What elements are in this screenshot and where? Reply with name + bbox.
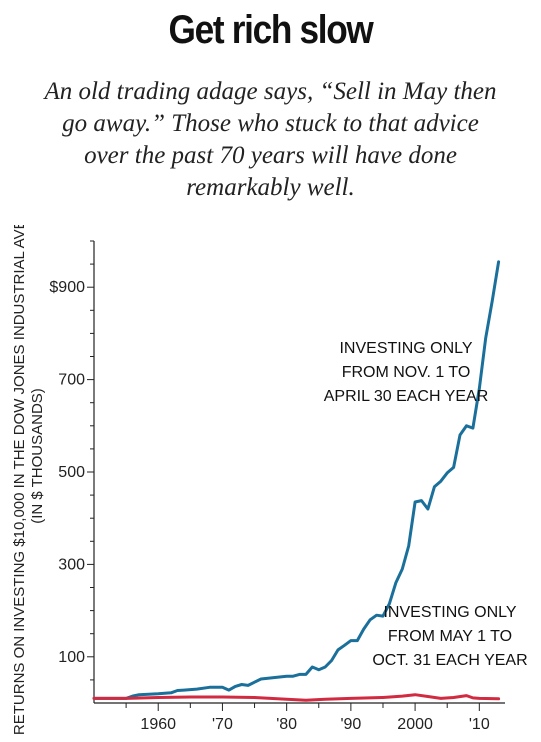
y-tick-label: $900	[49, 279, 85, 296]
x-tick-label: '10	[469, 716, 490, 733]
y-tick-label: 300	[58, 556, 85, 573]
annotation-line: FROM NOV. 1 TO	[342, 364, 471, 381]
x-tick-label: '80	[276, 716, 297, 733]
annotations: INVESTING ONLY FROM NOV. 1 TO APRIL 30 EAC…	[324, 340, 528, 669]
series-annotation-1: INVESTING ONLY FROM NOV. 1 TO APRIL 30 EAC…	[324, 340, 489, 405]
y-axis-title: RETURNS ON INVESTING $10,000 IN THE DOW …	[11, 225, 28, 735]
y-tick-label: 700	[58, 372, 85, 389]
x-tick-label: 2000	[397, 716, 433, 733]
x-tick-label: '90	[340, 716, 361, 733]
annotation-line: APRIL 30 EACH YEAR	[324, 388, 489, 405]
series-line-2	[92, 693, 501, 702]
annotation-line: INVESTING ONLY	[383, 604, 516, 621]
y-tick-label: 100	[58, 649, 85, 666]
axes: 100 300 500 700 $900 1960 '70 '80 '90 2000 '10	[49, 240, 505, 733]
series-layer	[92, 260, 501, 702]
chart-subtitle: An old trading adage says, “Sell in May …	[44, 78, 497, 201]
line-chart: RETURNS ON INVESTING $10,000 IN THE DOW …	[11, 225, 528, 735]
chart-title: Get rich slow	[168, 8, 374, 52]
annotation-line: INVESTING ONLY	[339, 340, 472, 357]
series-annotation-2: INVESTING ONLY FROM MAY 1 TO OCT. 31 EACH …	[372, 604, 527, 669]
x-tick-label: 1960	[140, 716, 176, 733]
annotation-line: OCT. 31 EACH YEAR	[372, 652, 527, 669]
y-axis-label: RETURNS ON INVESTING $10,000 IN THE DOW …	[11, 225, 46, 735]
annotation-line: FROM MAY 1 TO	[388, 628, 512, 645]
series-line-1	[92, 260, 501, 700]
y-axis-units: (IN $ THOUSANDS)	[29, 388, 46, 524]
x-tick-label: '70	[212, 716, 233, 733]
y-tick-label: 500	[58, 464, 85, 481]
